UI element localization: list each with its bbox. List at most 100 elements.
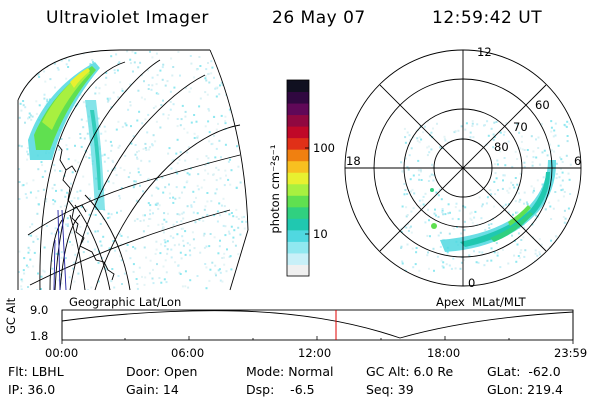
speckle-pixel xyxy=(514,200,517,203)
speckle-pixel xyxy=(523,191,526,194)
speckle-pixel xyxy=(569,222,572,225)
colorbar-band xyxy=(287,241,309,254)
speckle-pixel xyxy=(207,120,210,123)
speckle-pixel xyxy=(214,156,217,159)
speckle-pixel xyxy=(143,214,146,217)
speckle-pixel xyxy=(182,239,185,242)
speckle-pixel xyxy=(60,59,63,62)
speckle-pixel xyxy=(515,122,518,125)
speckle-pixel xyxy=(240,261,243,264)
speckle-pixel xyxy=(193,76,195,79)
speckle-pixel xyxy=(63,55,66,58)
speckle-pixel xyxy=(175,169,178,172)
speckle-pixel xyxy=(186,180,189,183)
speckle-pixel xyxy=(37,73,40,76)
speckle-pixel xyxy=(134,180,137,183)
speckle-pixel xyxy=(233,289,236,290)
speckle-pixel xyxy=(218,245,221,248)
speckle-pixel xyxy=(428,151,431,154)
speckle-pixel xyxy=(85,151,88,154)
speckle-pixel xyxy=(228,108,231,111)
alt-ytick-1-8: 1.8 xyxy=(30,329,49,343)
speckle-pixel xyxy=(112,91,115,94)
speckle-pixel xyxy=(43,246,46,249)
speckle-pixel xyxy=(242,141,244,144)
speckle-pixel xyxy=(523,161,526,164)
speckle-pixel xyxy=(104,83,107,86)
speckle-pixel xyxy=(219,271,222,274)
speckle-pixel xyxy=(513,239,516,242)
speckle-pixel xyxy=(554,235,557,238)
colorbar-band xyxy=(287,91,309,104)
speckle-pixel xyxy=(210,143,213,146)
speckle-pixel xyxy=(426,154,429,157)
speckle-pixel xyxy=(82,175,85,178)
speckle-pixel xyxy=(186,151,189,154)
speckle-pixel xyxy=(502,205,505,208)
speckle-pixel xyxy=(403,183,406,185)
speckle-pixel xyxy=(178,243,181,246)
speckle-pixel xyxy=(169,108,172,111)
speckle-pixel xyxy=(64,195,67,198)
speckle-pixel xyxy=(244,123,247,126)
speckle-pixel xyxy=(213,214,216,217)
speckle-pixel xyxy=(412,174,415,177)
speckle-pixel xyxy=(519,251,522,254)
speckle-pixel xyxy=(113,286,116,289)
speckle-pixel xyxy=(540,122,543,125)
speckle-pixel xyxy=(434,214,437,217)
speckle-pixel xyxy=(172,103,175,106)
speckle-pixel xyxy=(82,251,85,254)
speckle-pixel xyxy=(148,146,151,149)
speckle-pixel xyxy=(43,70,46,73)
speckle-pixel xyxy=(186,205,189,208)
speckle-pixel xyxy=(446,251,449,254)
speckle-pixel xyxy=(147,179,150,181)
colorbar-unit-label: photon cm⁻²s⁻¹ xyxy=(268,144,282,234)
speckle-pixel xyxy=(557,199,560,202)
speckle-pixel xyxy=(452,227,455,230)
speckle-pixel xyxy=(223,56,225,59)
speckle-pixel xyxy=(155,52,158,55)
speckle-pixel xyxy=(205,68,208,71)
speckle-pixel xyxy=(37,61,40,63)
speckle-pixel xyxy=(535,156,538,159)
speckle-pixel xyxy=(426,146,429,149)
speckle-pixel xyxy=(23,257,26,260)
speckle-pixel xyxy=(155,240,158,243)
speckle-pixel xyxy=(129,58,132,61)
speckle-pixel xyxy=(495,177,498,180)
speckle-pixel xyxy=(560,251,563,254)
speckle-pixel xyxy=(200,186,203,189)
speckle-pixel xyxy=(52,199,55,201)
speckle-pixel xyxy=(534,249,537,252)
speckle-pixel xyxy=(452,257,455,260)
speckle-pixel xyxy=(66,148,69,151)
speckle-pixel xyxy=(55,252,58,255)
speckle-pixel xyxy=(422,195,425,198)
speckle-pixel xyxy=(237,282,240,285)
speckle-pixel xyxy=(176,213,179,216)
speckle-pixel xyxy=(433,212,436,215)
speckle-pixel xyxy=(113,69,116,72)
speckle-pixel xyxy=(183,186,186,189)
speckle-pixel xyxy=(567,207,570,210)
speckle-pixel xyxy=(68,137,71,139)
speckle-pixel xyxy=(101,154,104,157)
speckle-pixel xyxy=(109,140,112,143)
speckle-pixel xyxy=(172,66,175,68)
speckle-pixel xyxy=(550,120,553,123)
speckle-pixel xyxy=(448,264,451,267)
status-dsp: Dsp: -6.5 xyxy=(246,382,315,397)
speckle-pixel xyxy=(175,186,178,189)
speckle-pixel xyxy=(217,168,220,171)
colorbar-tick-100: 100 xyxy=(313,141,335,155)
speckle-pixel xyxy=(208,109,211,112)
speckle-pixel xyxy=(408,226,411,229)
mlt-label-0: 0 xyxy=(468,276,476,290)
speckle-pixel xyxy=(164,186,167,189)
speckle-pixel xyxy=(204,164,207,167)
speckle-pixel xyxy=(221,83,224,86)
speckle-pixel xyxy=(66,191,69,194)
speckle-pixel xyxy=(126,244,129,246)
